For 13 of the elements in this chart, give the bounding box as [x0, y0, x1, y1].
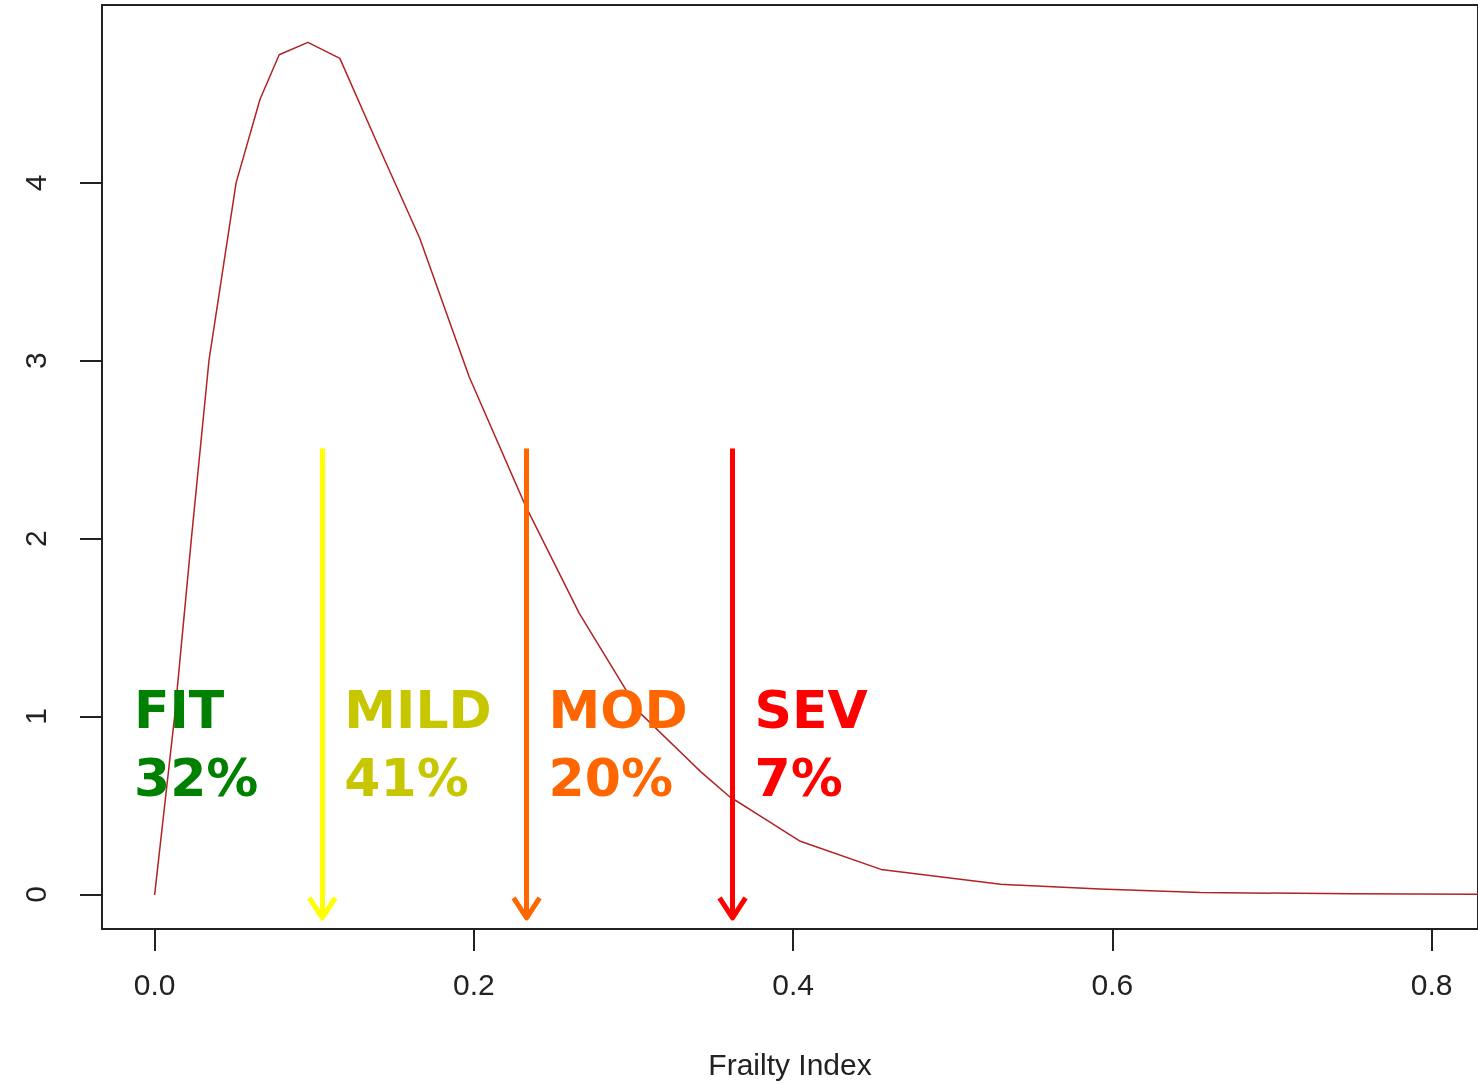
x-tick-label: 0.2	[453, 967, 495, 1001]
x-tick-label: 0.0	[133, 967, 176, 1001]
y-tick-label: 2	[18, 530, 52, 547]
y-tick-label: 3	[18, 352, 52, 370]
x-axis-title: Frailty Index	[708, 1047, 872, 1081]
x-tick-label: 0.6	[1091, 967, 1134, 1001]
x-tick-label: 0.8	[1410, 967, 1453, 1001]
y-tick-label: 1	[18, 708, 52, 725]
x-tick-label: 0.4	[772, 967, 815, 1001]
y-tick-label: 4	[18, 174, 52, 192]
ref-line-label: MILD 41%	[344, 680, 492, 809]
ref-line-label: SEV 7%	[754, 680, 868, 809]
y-tick-label: 0	[18, 885, 52, 903]
